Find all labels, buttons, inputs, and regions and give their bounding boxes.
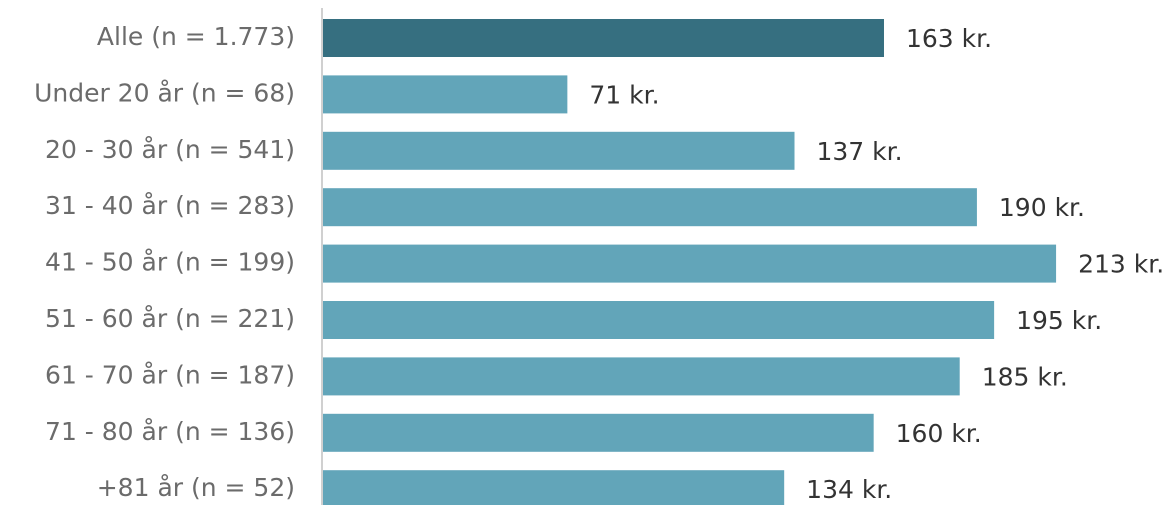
bar xyxy=(323,244,1057,283)
value-label: 134 kr. xyxy=(806,475,892,504)
category-label: 31 - 40 år (n = 283) xyxy=(45,191,295,220)
category-label: Alle (n = 1.773) xyxy=(97,22,295,51)
value-label: 213 kr. xyxy=(1078,250,1164,279)
value-label: 137 kr. xyxy=(817,137,903,166)
bar xyxy=(323,470,785,505)
bar xyxy=(323,131,795,170)
value-label: 163 kr. xyxy=(906,24,992,53)
category-label: Under 20 år (n = 68) xyxy=(34,78,295,107)
bar xyxy=(323,19,884,57)
value-label: 71 kr. xyxy=(589,80,659,109)
category-label: 20 - 30 år (n = 541) xyxy=(45,135,295,164)
value-label: 195 kr. xyxy=(1016,306,1102,335)
category-label: 71 - 80 år (n = 136) xyxy=(45,417,295,446)
category-label: 51 - 60 år (n = 221) xyxy=(45,304,295,333)
bar xyxy=(323,188,977,227)
bar xyxy=(323,357,960,396)
category-label: +81 år (n = 52) xyxy=(97,473,295,502)
value-label: 190 kr. xyxy=(999,193,1085,222)
bar xyxy=(323,413,874,452)
category-label: 41 - 50 år (n = 199) xyxy=(45,248,295,277)
value-label: 185 kr. xyxy=(982,362,1068,391)
bar xyxy=(323,301,995,339)
category-label: 61 - 70 år (n = 187) xyxy=(45,360,295,389)
bar xyxy=(323,75,568,114)
value-label: 160 kr. xyxy=(896,419,982,448)
